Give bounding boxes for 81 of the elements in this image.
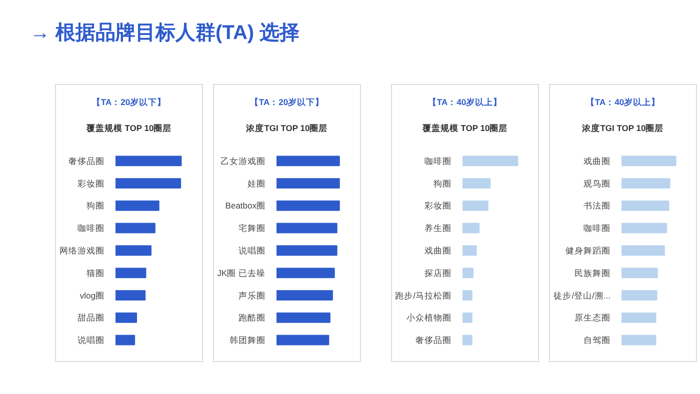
y-tick-label: 民族舞圈	[574, 268, 610, 278]
bar	[276, 222, 338, 234]
bar	[622, 200, 670, 211]
y-tick-label: 小众植物圈	[406, 312, 452, 323]
bar	[622, 290, 658, 300]
y-tick-label: 奢侈品圈	[68, 156, 104, 166]
y-tick-label: 说唱圈	[78, 335, 104, 346]
y-tick-label: 狗圈	[434, 178, 452, 188]
bar	[462, 268, 474, 278]
bar	[622, 178, 670, 189]
bar	[116, 268, 146, 278]
bar	[116, 222, 156, 234]
chart-title: 【TA：20岁以下】	[92, 96, 166, 108]
bar	[622, 268, 658, 278]
bar	[462, 334, 472, 346]
bar	[116, 312, 138, 323]
bar	[276, 200, 340, 211]
bar	[116, 200, 160, 211]
y-tick-label: 乙女游戏圈	[220, 156, 266, 166]
chart-subtitle: 浓度TGI TOP 10圈层	[582, 122, 664, 134]
y-tick-label: 网络游戏圈	[60, 246, 104, 256]
bar	[462, 156, 518, 166]
y-tick-label: 书法圈	[584, 200, 610, 211]
bar	[276, 156, 340, 166]
bar	[622, 222, 668, 234]
y-tick-label: 咖啡圈	[424, 156, 452, 166]
chart-title: 【TA：40岁以上】	[586, 96, 660, 108]
bar	[116, 178, 182, 189]
bar	[276, 290, 333, 300]
bar	[276, 245, 338, 256]
bar	[622, 245, 665, 256]
y-tick-label: 健身舞蹈圈	[566, 246, 610, 256]
bar	[462, 245, 477, 256]
y-tick-label: 猫圈	[86, 268, 104, 278]
bar	[276, 178, 340, 189]
y-tick-label: 声乐圈	[238, 290, 266, 300]
y-tick-label: 跑步/马拉松圈	[395, 290, 452, 300]
y-tick-label: 说唱圈	[238, 246, 266, 256]
bar	[116, 334, 136, 346]
y-tick-label: 跑酷圈	[238, 312, 266, 323]
bar	[116, 156, 182, 166]
bar	[462, 178, 491, 189]
y-tick-label: 徒步/登山/溯...	[554, 290, 611, 300]
y-tick-label: 彩妆圈	[78, 178, 104, 188]
y-tick-label: 咖啡圈	[584, 223, 610, 234]
bar	[276, 334, 330, 346]
y-tick-label: 甜品圈	[78, 312, 104, 323]
y-tick-label: 咖啡圈	[78, 223, 104, 234]
text: → 根据品牌目标人群(TA) 选择	[30, 21, 300, 46]
bar	[622, 156, 676, 166]
bar	[462, 222, 480, 234]
y-tick-label: 娃圈	[248, 178, 266, 188]
chart-title: 【TA：20岁以下】	[250, 96, 324, 108]
y-tick-label: JK圈 已去噪	[217, 268, 266, 278]
bar	[276, 312, 330, 323]
bar	[276, 268, 335, 278]
y-tick-label: Beatbox圈	[225, 200, 266, 211]
y-tick-label: 戏曲圈	[424, 246, 452, 256]
bar	[116, 290, 146, 300]
y-tick-label: 自驾圈	[584, 335, 610, 346]
bar	[622, 312, 656, 323]
y-tick-label: 养生圈	[424, 223, 452, 234]
y-tick-label: 彩妆圈	[424, 200, 452, 211]
y-tick-label: 原生态圈	[574, 312, 610, 323]
bar	[462, 290, 472, 300]
y-tick-label: 韩团舞圈	[230, 335, 266, 346]
bar	[622, 334, 656, 346]
bar	[116, 245, 152, 256]
chart-title: 【TA：40岁以上】	[428, 96, 502, 108]
y-tick-label: vlog圈	[80, 290, 104, 300]
chart-subtitle: 覆盖规模 TOP 10圈层	[422, 122, 508, 134]
y-tick-label: 观鸟圈	[584, 178, 610, 188]
bar	[462, 312, 472, 323]
bar	[462, 200, 488, 211]
y-tick-label: 探店圈	[424, 268, 452, 278]
y-tick-label: 狗圈	[86, 200, 104, 211]
chart-subtitle: 覆盖规模 TOP 10圈层	[86, 122, 172, 134]
y-tick-label: 宅舞圈	[238, 223, 266, 234]
chart-subtitle: 浓度TGI TOP 10圈层	[246, 122, 328, 134]
y-tick-label: 奢侈品圈	[416, 335, 452, 346]
y-tick-label: 戏曲圈	[584, 156, 610, 166]
